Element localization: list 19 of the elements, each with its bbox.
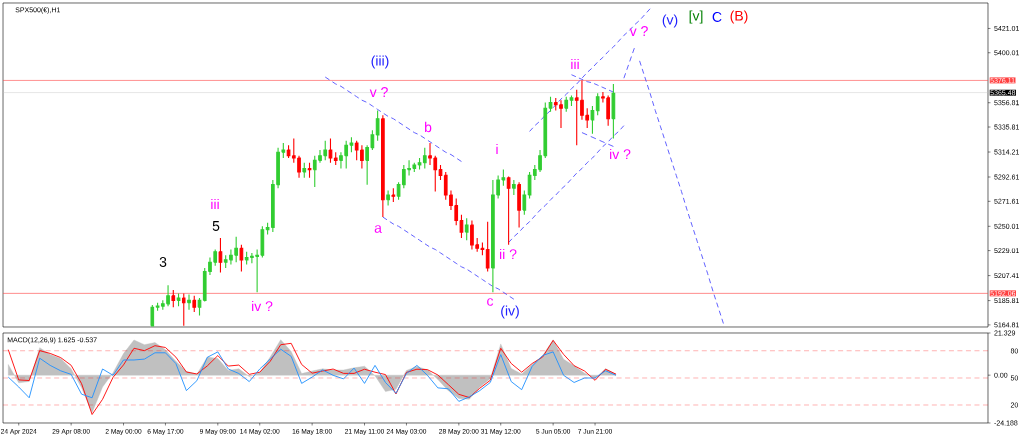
annotation: v ?: [629, 26, 648, 36]
annotation: i: [496, 143, 498, 155]
annotation: (B): [730, 10, 748, 24]
annotation: 3: [159, 257, 167, 267]
annotation: iii: [211, 198, 219, 210]
annotation: [v]: [689, 10, 703, 24]
annotation: (v): [662, 14, 678, 28]
annotation: iii: [571, 58, 579, 70]
annotation: C: [712, 12, 722, 22]
annotation: v ?: [369, 87, 388, 97]
annotation: c: [487, 298, 494, 306]
annotation: (iii): [371, 55, 389, 69]
annotation: iv ?: [610, 148, 631, 160]
annotation: a: [374, 225, 382, 233]
annotation: b: [425, 121, 432, 133]
annotation: iv ?: [252, 300, 273, 312]
annotation: ii ?: [500, 248, 517, 260]
annotation: (iv): [501, 305, 519, 319]
annotation: 5: [212, 221, 220, 231]
